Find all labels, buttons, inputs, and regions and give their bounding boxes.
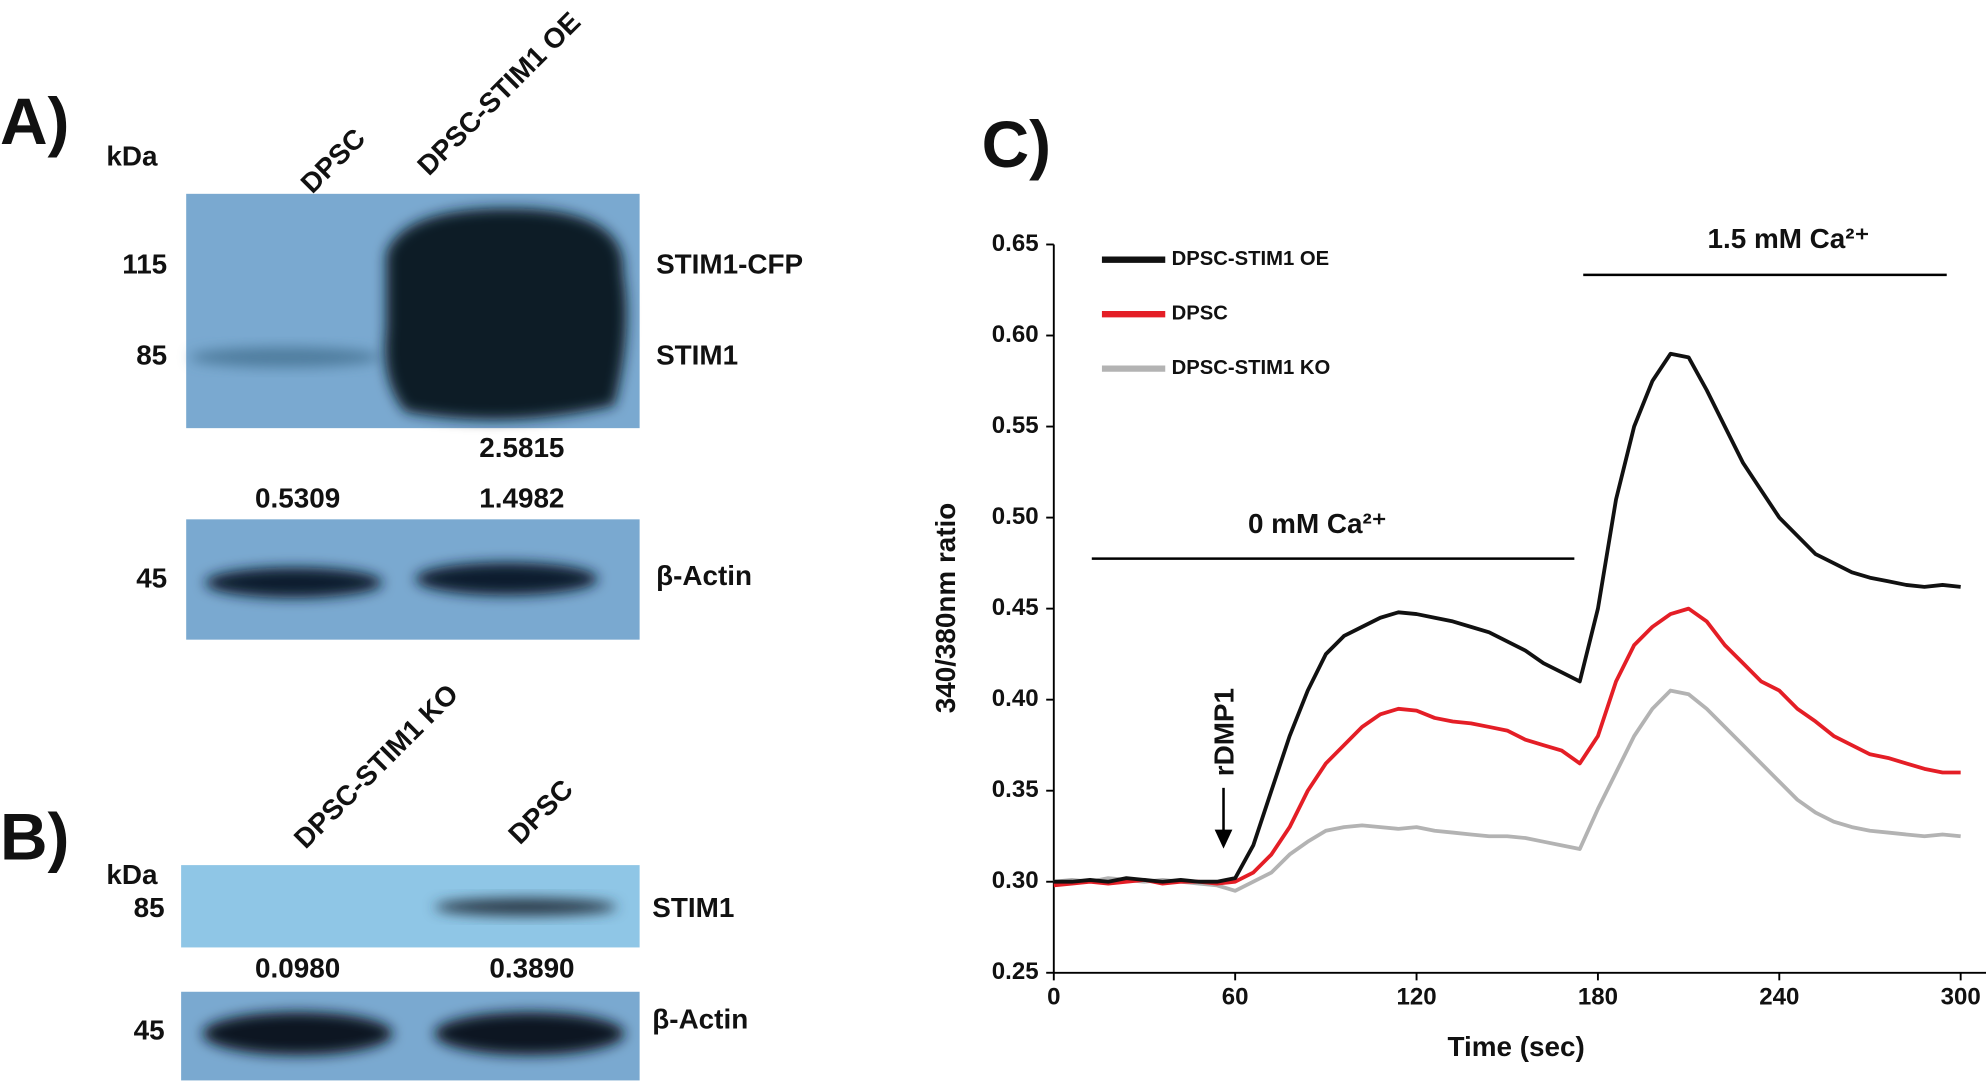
y-tick-label: 0.40 [992, 685, 1039, 712]
marker-label: 45 [136, 562, 167, 593]
blot [181, 865, 640, 948]
band-label: STIM1 [652, 892, 734, 923]
x-axis-label: Time (sec) [1447, 1031, 1584, 1062]
plot: 0.25 0.30 0.35 0.40 0.45 0.50 0.55 0.60 0.65 0 60 1… [992, 230, 1981, 1011]
x-tick-label: 300 [1941, 983, 1981, 1010]
ratio: 2.5815 [479, 432, 564, 463]
series-line [1053, 688, 1961, 893]
arrow-head [1214, 829, 1233, 849]
band-label: STIM1 [656, 340, 738, 371]
band-label: β-Actin [652, 1003, 748, 1034]
band-label: β-Actin [656, 560, 752, 591]
band-label: STIM1-CFP [656, 248, 803, 279]
y-tick-label: 0.35 [992, 776, 1039, 803]
y-tick-label: 0.30 [992, 867, 1039, 894]
legend-label: DPSC-STIM1 KO [1172, 357, 1331, 379]
x-tick-label: 240 [1759, 983, 1799, 1010]
lane-label: DPSC [502, 773, 579, 850]
ratio: 0.3890 [489, 953, 574, 984]
x-tick-label: 180 [1578, 983, 1618, 1010]
marker-label: 45 [134, 1015, 165, 1046]
marker-label: 85 [134, 892, 165, 923]
panel-label: A) [0, 84, 70, 158]
panel-label: C) [982, 107, 1052, 181]
x-tick-label: 60 [1222, 983, 1249, 1010]
y-tick-label: 0.25 [992, 958, 1039, 985]
series-line [1053, 351, 1961, 884]
unit-label: kDa [106, 859, 158, 890]
ratio: 1.4982 [479, 483, 564, 514]
series-line [1053, 606, 1961, 888]
x-tick-label: 120 [1396, 983, 1436, 1010]
y-tick-label: 0.60 [992, 321, 1039, 348]
y-tick-label: 0.45 [992, 594, 1039, 621]
blot [181, 991, 640, 1081]
unit-label: kDa [106, 141, 158, 172]
y-tick-label: 0.50 [992, 503, 1039, 530]
legend-label: DPSC-STIM1 OE [1172, 248, 1330, 270]
panel-label: B) [0, 800, 70, 874]
y-tick-label: 0.55 [992, 412, 1039, 439]
marker-label: 85 [136, 340, 167, 371]
lane-label: DPSC-STIM1 OE [411, 6, 586, 181]
blot [186, 193, 640, 429]
y-axis-label: 340/380nm ratio [930, 503, 961, 714]
legend-label: DPSC [1172, 303, 1229, 325]
ratio: 0.0980 [255, 953, 340, 984]
annotation: 0 mM Ca²⁺ [1248, 508, 1387, 539]
y-tick-label: 0.65 [992, 230, 1039, 257]
annotation: rDMP1 [1208, 688, 1239, 776]
marker-label: 115 [122, 248, 167, 279]
lane-label: DPSC-STIM1 KO [288, 678, 464, 854]
x-tick-label: 0 [1047, 983, 1060, 1010]
lane-label: DPSC [295, 122, 372, 199]
ratio: 0.5309 [255, 483, 340, 514]
blot [186, 519, 640, 640]
annotation: 1.5 mM Ca²⁺ [1708, 223, 1870, 254]
